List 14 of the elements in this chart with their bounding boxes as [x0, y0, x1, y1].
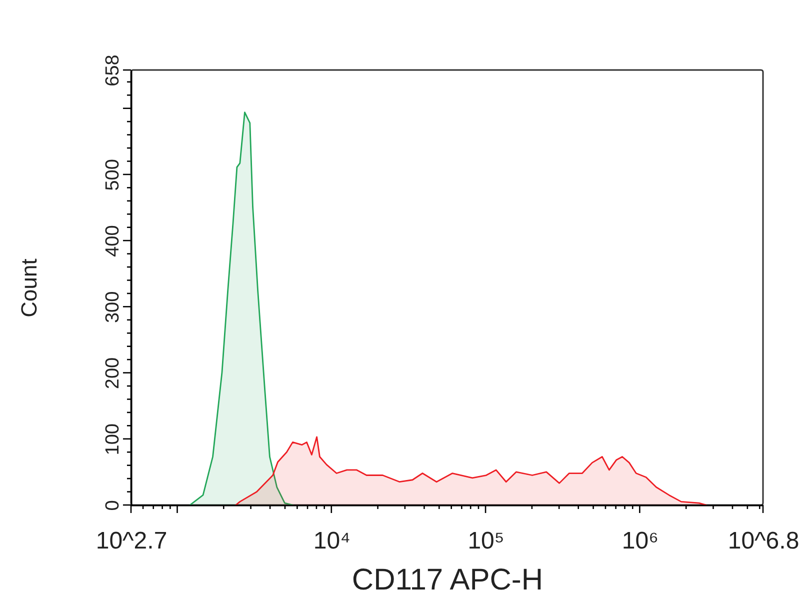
x-tick-label: 10^2.7 [96, 528, 168, 554]
x-tick-label: 10⁶ [622, 528, 658, 554]
y-axis-title: Count [16, 258, 42, 318]
y-tick-label: 300 [102, 291, 124, 324]
y-tick-label: 658 [102, 54, 124, 86]
x-tick-label: 10⁴ [313, 528, 350, 554]
x-tick-label: 10⁵ [468, 528, 504, 554]
y-tick-label: 400 [102, 225, 124, 257]
x-tick-label: 10^6.8 [728, 528, 800, 554]
x-axis-title: CD117 APC-H [352, 564, 544, 596]
y-tick-label: 100 [102, 424, 124, 456]
y-tick-label: 500 [102, 159, 124, 191]
y-tick-label: 200 [102, 357, 124, 390]
y-tick-label: 0 [102, 500, 124, 511]
